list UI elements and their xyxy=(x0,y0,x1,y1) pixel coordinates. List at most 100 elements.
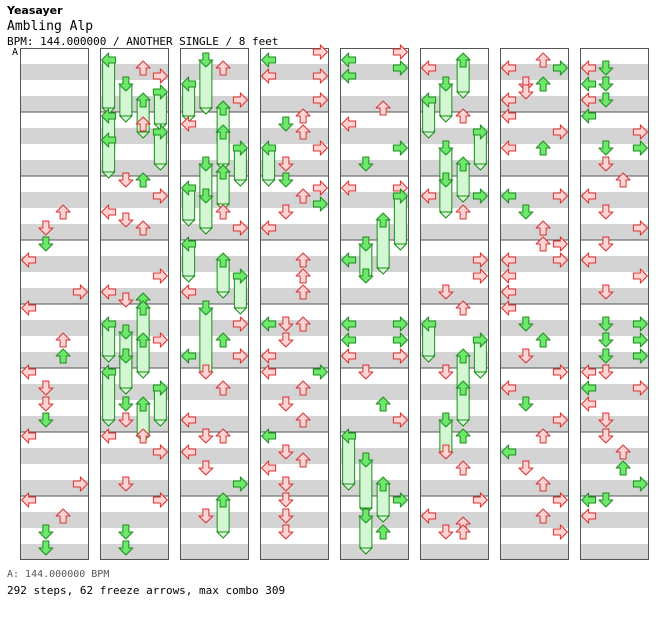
beat-stripe xyxy=(340,256,409,272)
step-arrow-left xyxy=(581,508,597,524)
column-border xyxy=(420,48,489,560)
beat-stripe xyxy=(20,288,89,304)
step-arrow-right xyxy=(632,380,648,396)
beat-stripe xyxy=(20,320,89,336)
step-arrow-left xyxy=(261,220,277,236)
step-arrow-up xyxy=(295,252,311,268)
beat-stripe xyxy=(180,160,249,176)
step-arrow-up xyxy=(535,508,551,524)
beat-stripe xyxy=(420,160,489,176)
beat-stripe xyxy=(100,256,169,272)
beat-stripe xyxy=(500,544,569,560)
step-arrow-up xyxy=(375,212,391,228)
step-arrow-up xyxy=(535,220,551,236)
step-arrow-right xyxy=(312,68,328,84)
step-arrow-down xyxy=(598,316,614,332)
step-arrow-right xyxy=(472,252,488,268)
column-border xyxy=(260,48,329,560)
beat-stripe xyxy=(180,320,249,336)
beat-stripe xyxy=(20,192,89,208)
step-arrow-left xyxy=(261,68,277,84)
step-arrow-up xyxy=(135,220,151,236)
beat-stripe xyxy=(180,64,249,80)
song-meta: BPM: 144.000000 / ANOTHER SINGLE / 8 fee… xyxy=(7,35,279,48)
step-arrow-right xyxy=(152,444,168,460)
freeze-tail xyxy=(421,131,436,139)
beat-stripe xyxy=(420,256,489,272)
beat-stripe xyxy=(500,224,569,240)
step-arrow-up xyxy=(55,508,71,524)
step-arrow-down xyxy=(598,60,614,76)
beat-stripe xyxy=(260,192,329,208)
step-arrow-left xyxy=(421,92,437,108)
step-arrow-down xyxy=(198,156,214,172)
beat-stripe xyxy=(340,320,409,336)
step-arrow-down xyxy=(598,428,614,444)
step-arrow-up xyxy=(215,252,231,268)
step-arrow-up xyxy=(455,204,471,220)
beat-stripe xyxy=(420,416,489,432)
step-arrow-left xyxy=(181,236,197,252)
beat-stripe xyxy=(340,96,409,112)
step-arrow-left xyxy=(581,252,597,268)
step-arrow-down xyxy=(358,508,374,524)
freeze-tail xyxy=(101,355,116,363)
step-arrow-up xyxy=(135,172,151,188)
step-arrow-down xyxy=(358,236,374,252)
step-arrow-left xyxy=(581,92,597,108)
step-arrow-left xyxy=(341,116,357,132)
step-arrow-right xyxy=(312,364,328,380)
step-arrow-up xyxy=(215,60,231,76)
beat-stripe xyxy=(340,480,409,496)
step-arrow-right xyxy=(152,332,168,348)
step-arrow-left xyxy=(21,428,37,444)
step-arrow-down xyxy=(598,92,614,108)
beat-stripe xyxy=(420,448,489,464)
beat-stripe xyxy=(420,128,489,144)
step-arrow-down xyxy=(118,348,134,364)
step-arrow-down xyxy=(118,524,134,540)
freeze-tail xyxy=(135,131,151,139)
step-arrow-right xyxy=(152,68,168,84)
step-arrow-right xyxy=(152,84,168,100)
step-arrow-right xyxy=(232,220,248,236)
step-arrow-left xyxy=(341,252,357,268)
step-arrow-down xyxy=(118,412,134,428)
beat-stripe xyxy=(340,384,409,400)
step-arrow-left xyxy=(501,300,517,316)
freeze-tail xyxy=(455,195,471,203)
step-arrow-right xyxy=(552,236,568,252)
step-arrow-up xyxy=(455,108,471,124)
freeze-tail xyxy=(455,419,471,427)
step-arrow-down xyxy=(38,220,54,236)
step-arrow-right xyxy=(472,188,488,204)
step-arrow-left xyxy=(581,492,597,508)
beat-stripe xyxy=(180,288,249,304)
step-arrow-left xyxy=(101,428,117,444)
beat-stripe xyxy=(500,128,569,144)
step-arrow-left xyxy=(501,108,517,124)
step-arrow-down xyxy=(598,332,614,348)
step-arrow-right xyxy=(472,124,488,140)
step-arrow-down xyxy=(438,172,454,188)
step-arrow-up xyxy=(455,460,471,476)
beat-stripe xyxy=(580,384,649,400)
step-arrow-left xyxy=(261,348,277,364)
step-arrow-up xyxy=(375,476,391,492)
step-arrow-left xyxy=(581,76,597,92)
step-arrow-left xyxy=(101,108,117,124)
step-arrow-right xyxy=(392,188,408,204)
step-arrow-left xyxy=(181,284,197,300)
step-arrow-down xyxy=(598,492,614,508)
beat-stripe xyxy=(100,448,169,464)
step-arrow-up xyxy=(135,116,151,132)
step-arrow-right xyxy=(392,60,408,76)
beat-stripe xyxy=(340,160,409,176)
step-arrow-right xyxy=(312,140,328,156)
beat-stripe xyxy=(340,352,409,368)
step-arrow-right xyxy=(152,124,168,140)
beat-stripe xyxy=(100,128,169,144)
step-arrow-down xyxy=(278,204,294,220)
beat-stripe xyxy=(340,448,409,464)
